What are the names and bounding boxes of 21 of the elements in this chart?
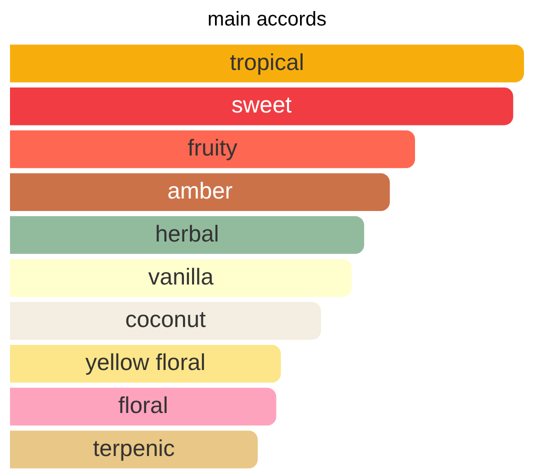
bar: [10, 130, 416, 168]
y-tick-label: amber: [167, 177, 233, 204]
y-tick-label: coconut: [125, 306, 206, 332]
bar: [10, 44, 524, 82]
y-tick-label: floral: [118, 392, 168, 418]
bar: [10, 388, 276, 426]
y-tick-label: tropical: [230, 48, 304, 75]
bar: [10, 216, 364, 254]
y-tick-label: terpenic: [92, 434, 175, 461]
bar: [10, 87, 514, 126]
chart-title: main accords: [208, 8, 326, 31]
y-tick-label: fruity: [188, 134, 238, 161]
y-tick-label: sweet: [232, 92, 292, 118]
y-tick-label: herbal: [155, 220, 220, 246]
bar: [10, 344, 281, 383]
y-tick-label: yellow floral: [85, 349, 206, 376]
bar: [10, 430, 258, 468]
y-tick-label: vanilla: [148, 263, 214, 290]
bar: [10, 259, 352, 297]
bar: [10, 302, 321, 340]
bar: [10, 173, 390, 212]
